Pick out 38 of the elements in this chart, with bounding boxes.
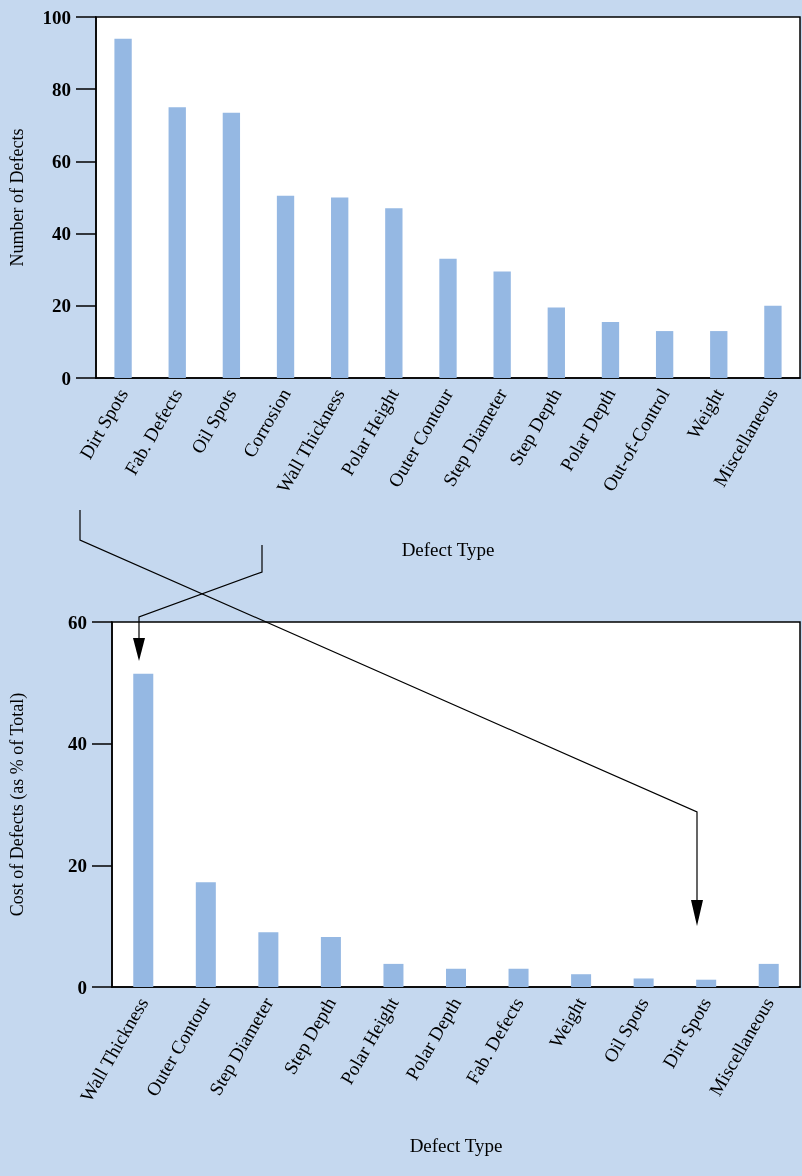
bar [445, 968, 467, 987]
y-tick-label: 100 [42, 6, 71, 28]
y-tick-label: 20 [52, 295, 71, 317]
bar [508, 968, 529, 987]
y-axis-title: Number of Defects [7, 128, 27, 267]
y-tick-label: 0 [77, 976, 87, 998]
bar [493, 271, 511, 378]
bar [758, 963, 779, 987]
bar [195, 882, 216, 987]
bar [710, 331, 728, 378]
y-tick-label: 60 [52, 150, 71, 172]
y-tick-label: 40 [68, 733, 87, 755]
bar [571, 974, 592, 987]
y-tick-label: 0 [61, 367, 71, 389]
bar [547, 307, 565, 378]
y-tick-label: 80 [52, 78, 71, 100]
bar [439, 258, 457, 378]
bar [385, 208, 403, 378]
bar [168, 107, 186, 378]
bar [696, 979, 717, 987]
bar [276, 195, 295, 378]
y-tick-label: 20 [68, 854, 87, 876]
bar [320, 937, 341, 987]
x-axis-title: Defect Type [401, 539, 495, 560]
bar [601, 322, 620, 378]
bar [133, 673, 154, 987]
bar [383, 963, 404, 987]
bar [655, 331, 674, 378]
bar [114, 38, 132, 378]
y-tick-label: 40 [52, 223, 71, 245]
bar [258, 932, 279, 987]
bar [222, 112, 241, 378]
y-tick-label: 60 [68, 611, 87, 633]
x-axis-title: Defect Type [409, 1135, 503, 1156]
bar [633, 978, 654, 987]
y-axis-title: Cost of Defects (as % of Total) [7, 692, 28, 917]
bar [764, 305, 782, 378]
bar [331, 197, 349, 378]
